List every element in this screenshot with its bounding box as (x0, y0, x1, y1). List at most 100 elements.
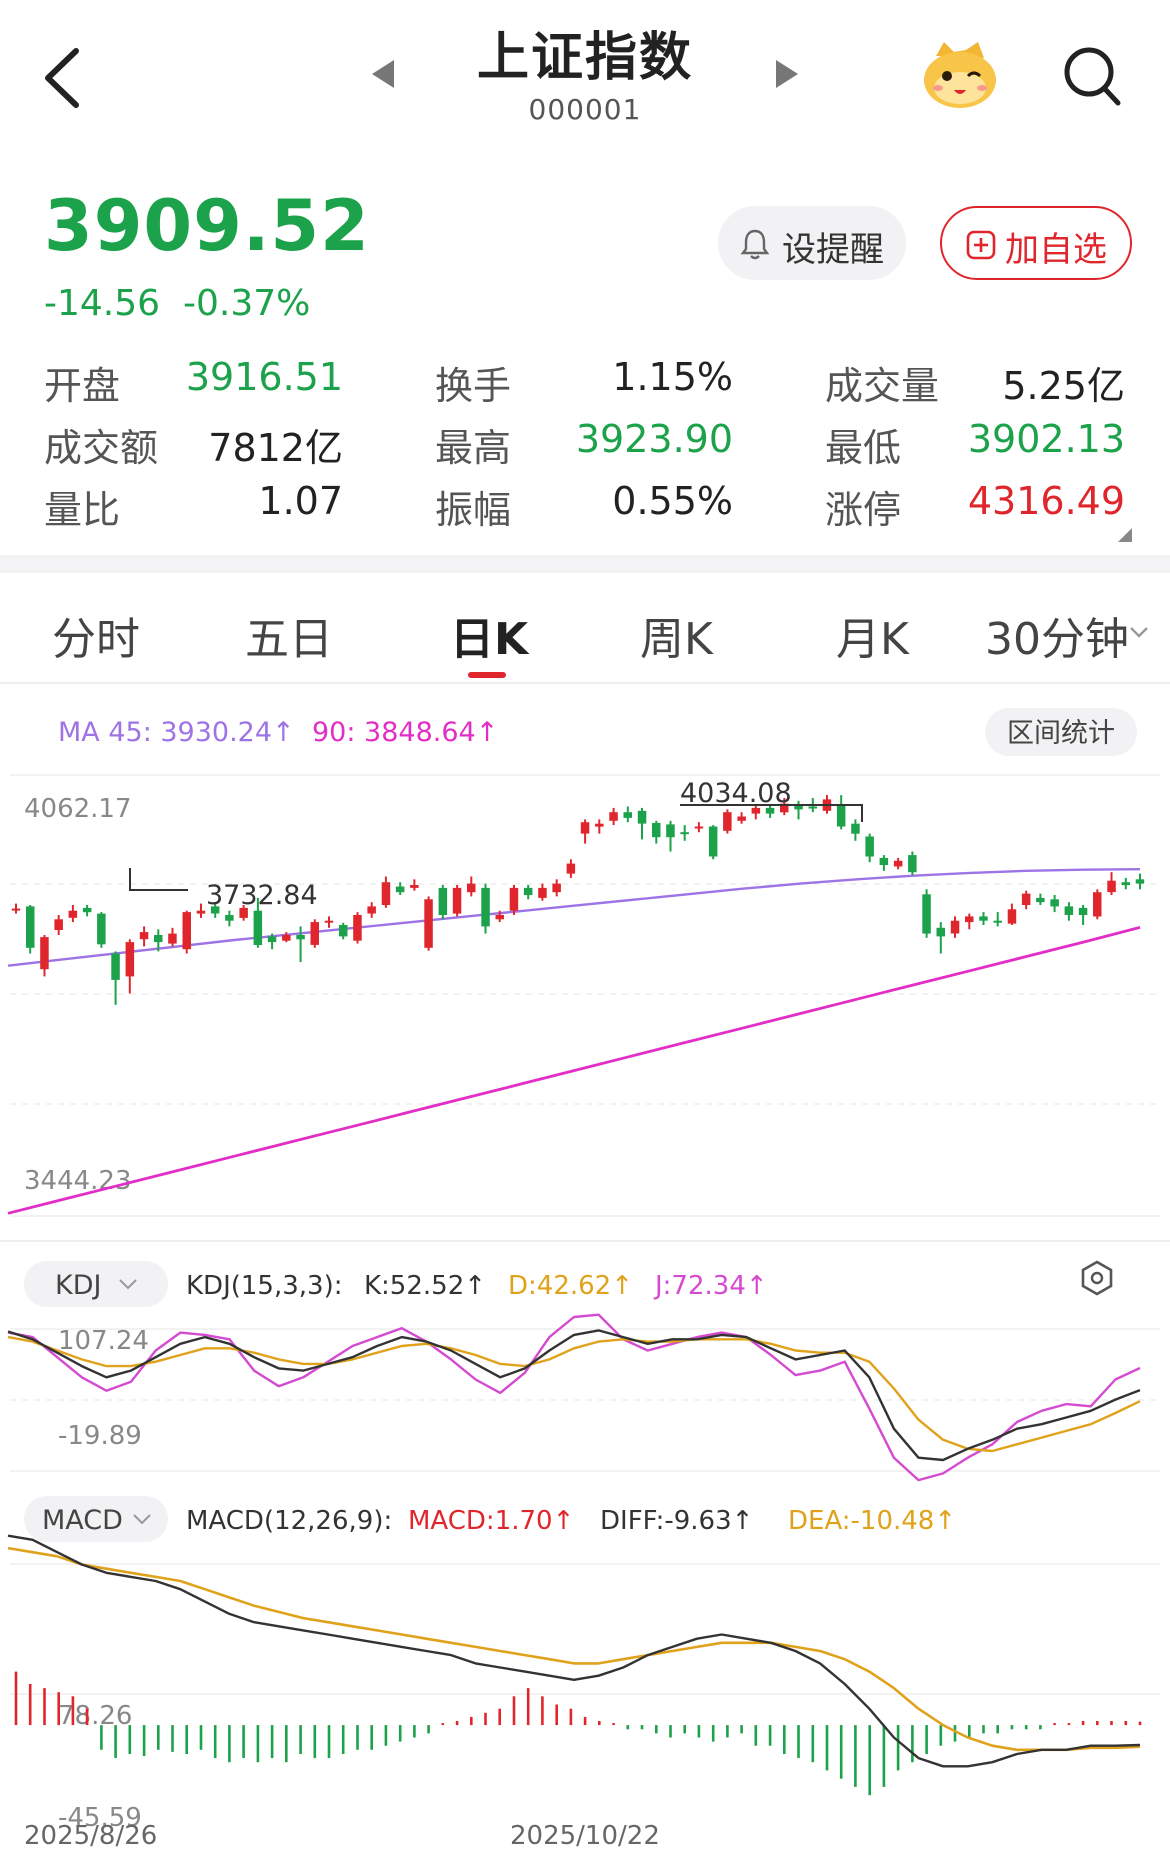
header: 上证指数 000001 (0, 0, 1170, 150)
candle-body (609, 812, 618, 821)
kdj-j-line (7, 1313, 1141, 1482)
stat-value: 5.25亿 (1002, 364, 1125, 408)
stat-label: 最低 (825, 426, 902, 470)
set-alert-label: 设提醒 (782, 230, 884, 270)
stat-value: 1.15% (612, 355, 733, 399)
macd-grid (10, 1563, 1160, 1695)
candle-body (438, 887, 448, 915)
macd-axis-bottom: -45.59 (58, 1803, 142, 1833)
current-price: 3909.52 (44, 185, 370, 267)
x-axis-label-mid: 2025/10/22 (510, 1821, 660, 1851)
stock-code: 000001 (528, 93, 642, 126)
candle-body (139, 932, 149, 940)
tab-daily-k[interactable]: 日K (450, 614, 529, 665)
macd-histogram (14, 1671, 1142, 1796)
candle-body (893, 860, 903, 867)
candle-body (922, 894, 931, 934)
tab-monthly-k[interactable]: 月K (836, 614, 909, 665)
next-index-icon[interactable] (772, 56, 802, 92)
settings-icon[interactable] (1081, 1260, 1113, 1296)
candle-body (538, 887, 547, 898)
tab-five-day[interactable]: 五日 (245, 614, 333, 665)
kline-chart[interactable]: MA 45: 3930.24↑ 90: 3848.64↑ 区间统计 4062.1… (0, 684, 1170, 1852)
candle-body (1007, 909, 1017, 924)
candle-body (40, 937, 49, 970)
candle-body (666, 824, 675, 838)
kdj-selector-label: KDJ (55, 1270, 101, 1301)
price-change: -14.56 (44, 283, 161, 324)
candle-body (467, 883, 476, 893)
candle-body (851, 823, 860, 834)
dea-value: DEA:-10.48↑ (788, 1506, 956, 1536)
candle-body (1050, 899, 1059, 907)
candle-body (111, 953, 120, 980)
candle-body (595, 823, 604, 827)
ma90-line (7, 926, 1141, 1215)
candle-body (908, 855, 917, 873)
candle-body (26, 906, 35, 948)
ma90-legend: 90: 3848.64↑ (312, 717, 498, 748)
expand-stats-icon[interactable] (1118, 528, 1132, 542)
candle-body (68, 910, 78, 918)
ma45-line (7, 868, 1141, 967)
x-axis-label-start: 2025/8/26 (24, 1821, 157, 1851)
chevron-down-icon[interactable] (1128, 625, 1150, 639)
stat-value: 3923.90 (575, 417, 733, 461)
candle-body (737, 816, 746, 821)
stat-value: 1.07 (258, 479, 343, 523)
candle-body (353, 915, 362, 941)
stat-value: 4316.49 (967, 479, 1125, 523)
add-watchlist-button[interactable]: 加自选 (940, 206, 1132, 280)
candle-body (1121, 882, 1130, 886)
candle-body (381, 882, 391, 905)
stat-label: 量比 (44, 488, 121, 532)
range-stat-label: 区间统计 (1007, 718, 1115, 749)
candle-body (11, 908, 21, 911)
mascot-icon[interactable] (920, 38, 1000, 110)
back-arrow-icon[interactable] (40, 45, 84, 111)
macd-selector-bg[interactable] (24, 1496, 168, 1542)
candle-body (495, 915, 504, 920)
set-alert-button[interactable]: 设提醒 (718, 206, 906, 280)
kdj-grid (10, 1328, 1160, 1472)
candle-body (239, 907, 248, 918)
candle-body (836, 805, 846, 827)
stat-label: 成交额 (44, 426, 159, 470)
dea-line (7, 1546, 1141, 1752)
section-divider (0, 555, 1170, 573)
candle-body (282, 935, 291, 941)
macd-header: MACD MACD(12,26,9): MACD:1.70↑ DIFF:-9.6… (24, 1496, 956, 1542)
kdj-k-value: K:52.52↑ (364, 1271, 486, 1301)
candle-body (324, 920, 334, 923)
candle-body (168, 933, 177, 944)
macd-value: MACD:1.70↑ (408, 1506, 574, 1536)
tab-30-minute[interactable]: 30分钟 (985, 614, 1129, 665)
candle-body (808, 806, 817, 809)
search-icon[interactable] (1062, 45, 1124, 109)
kdj-axis-bottom: -19.89 (58, 1421, 142, 1451)
add-square-icon (966, 230, 996, 260)
kdj-d-line (7, 1335, 1141, 1453)
candle-body (54, 919, 63, 930)
candle-body (652, 822, 661, 838)
candle-body (1078, 907, 1088, 915)
candle-body (950, 920, 960, 934)
stat-label: 涨停 (825, 488, 902, 532)
kdj-d-value: D:42.62↑ (508, 1271, 633, 1301)
tab-weekly-k[interactable]: 周K (640, 614, 713, 665)
candle-body (339, 925, 348, 937)
kdj-selector[interactable]: KDJ (24, 1261, 168, 1307)
tab-intraday[interactable]: 分时 (52, 614, 140, 665)
kdj-params: KDJ(15,3,3): (186, 1271, 342, 1301)
candle-body (993, 920, 1002, 923)
stat-label: 振幅 (435, 488, 512, 532)
candle-body (637, 810, 647, 824)
diff-value: DIFF:-9.63↑ (600, 1506, 753, 1536)
stat-value: 7812亿 (208, 426, 343, 470)
main-axis-top: 4062.17 (24, 794, 132, 824)
chevron-down-icon (119, 1279, 137, 1290)
candle-body (452, 887, 462, 914)
range-stat-button[interactable]: 区间统计 (985, 708, 1137, 756)
price-change-percent: -0.37% (183, 283, 311, 324)
previous-index-icon[interactable] (368, 56, 398, 92)
